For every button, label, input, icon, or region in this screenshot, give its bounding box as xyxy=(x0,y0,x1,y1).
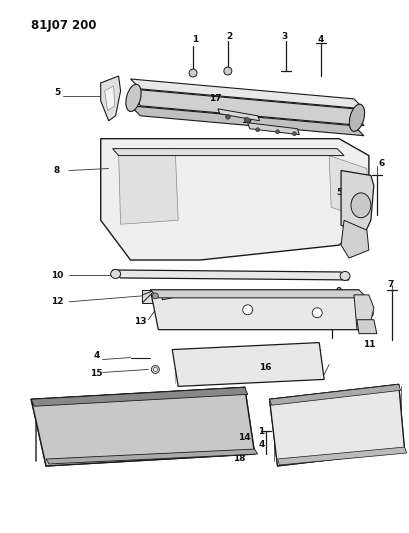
Text: 2: 2 xyxy=(226,31,232,41)
Ellipse shape xyxy=(126,84,141,111)
Polygon shape xyxy=(217,109,259,121)
Polygon shape xyxy=(353,295,373,330)
Polygon shape xyxy=(142,290,162,303)
Text: 17: 17 xyxy=(241,116,254,125)
Polygon shape xyxy=(118,149,178,224)
Polygon shape xyxy=(172,343,324,386)
Text: 14: 14 xyxy=(238,433,250,442)
Circle shape xyxy=(153,367,157,372)
Circle shape xyxy=(255,128,259,132)
Polygon shape xyxy=(277,447,406,465)
Polygon shape xyxy=(112,270,348,280)
Circle shape xyxy=(225,114,230,119)
Text: 1: 1 xyxy=(258,426,264,435)
Text: 4: 4 xyxy=(93,351,100,360)
Circle shape xyxy=(275,130,279,134)
Ellipse shape xyxy=(348,104,364,131)
Polygon shape xyxy=(356,320,376,334)
Polygon shape xyxy=(340,220,368,258)
Text: 12: 12 xyxy=(51,297,63,306)
Circle shape xyxy=(244,117,249,122)
Polygon shape xyxy=(269,384,400,405)
Polygon shape xyxy=(142,290,155,303)
Text: 9: 9 xyxy=(367,310,373,319)
Text: 10: 10 xyxy=(51,271,63,280)
Polygon shape xyxy=(101,76,120,121)
Ellipse shape xyxy=(339,271,349,280)
Text: 5: 5 xyxy=(54,88,60,98)
Polygon shape xyxy=(130,79,363,109)
Polygon shape xyxy=(31,387,254,466)
Polygon shape xyxy=(150,290,366,298)
Polygon shape xyxy=(130,89,363,126)
Text: 5: 5 xyxy=(335,188,342,197)
Polygon shape xyxy=(31,387,247,406)
Text: 17: 17 xyxy=(208,94,221,103)
Text: 81J07 200: 81J07 200 xyxy=(31,19,97,33)
Text: 6: 6 xyxy=(378,159,384,168)
Polygon shape xyxy=(112,149,343,156)
Text: 16: 16 xyxy=(259,363,271,372)
Circle shape xyxy=(242,305,252,315)
Polygon shape xyxy=(340,171,373,235)
Polygon shape xyxy=(247,123,299,135)
Text: 4: 4 xyxy=(258,440,264,449)
Text: 11: 11 xyxy=(362,340,374,349)
Polygon shape xyxy=(150,290,366,330)
Text: 1: 1 xyxy=(191,35,198,44)
Text: 15: 15 xyxy=(90,369,103,378)
Circle shape xyxy=(312,308,321,318)
Text: 8: 8 xyxy=(54,166,60,175)
Circle shape xyxy=(189,69,197,77)
Text: 7: 7 xyxy=(387,280,393,289)
Text: 13: 13 xyxy=(134,317,146,326)
Circle shape xyxy=(292,132,296,136)
Polygon shape xyxy=(46,449,257,464)
Circle shape xyxy=(223,67,231,75)
Circle shape xyxy=(152,293,158,299)
Polygon shape xyxy=(328,156,368,220)
Circle shape xyxy=(151,366,159,374)
Text: 4: 4 xyxy=(317,35,324,44)
Ellipse shape xyxy=(350,193,370,218)
Polygon shape xyxy=(104,86,115,111)
Text: 3: 3 xyxy=(281,31,287,41)
Polygon shape xyxy=(162,291,172,300)
Polygon shape xyxy=(269,384,404,466)
Polygon shape xyxy=(101,139,368,260)
Text: 9: 9 xyxy=(335,287,342,296)
Text: 18: 18 xyxy=(233,455,245,464)
Polygon shape xyxy=(130,106,363,136)
Ellipse shape xyxy=(110,270,120,278)
